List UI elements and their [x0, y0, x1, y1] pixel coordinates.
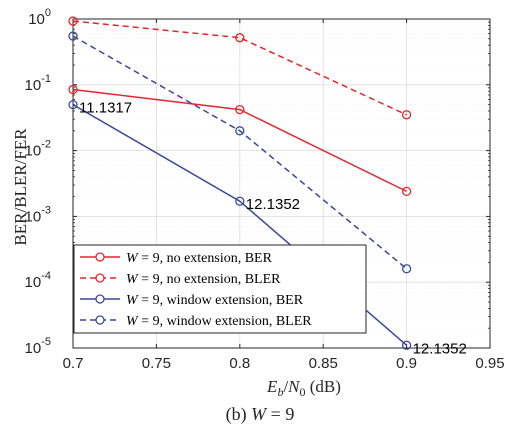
legend-box	[73, 244, 367, 334]
series-2-marker	[235, 33, 245, 43]
series-1-marker	[68, 84, 78, 95]
y-tick-label: 10-2	[25, 139, 51, 160]
annotation-label: 11.1317	[79, 100, 132, 117]
legend: W = 9, no extension, BER W = 9, no extens…	[73, 244, 367, 334]
series-4-marker	[401, 264, 412, 274]
series-2-marker	[401, 110, 412, 120]
y-tick-label: 10-3	[25, 204, 51, 225]
legend-label-3: W = 9, window extension, BER	[126, 293, 304, 308]
legend-label-1: W = 9, no extension, BER	[126, 251, 273, 266]
x-tick-labels: 0.7 0.75 0.8 0.85 0.9 0.95	[63, 355, 505, 372]
series-line-4	[72, 35, 408, 270]
y-tick-label: 10-4	[25, 270, 51, 291]
legend-marker-4	[95, 315, 105, 325]
series-2-marker	[68, 16, 78, 26]
legend-marker-1	[95, 252, 105, 262]
annotation-label: 12.1352	[246, 196, 300, 213]
series-4-marker	[68, 31, 78, 41]
figure-caption: (b) W = 9	[226, 404, 295, 425]
x-axis-label: Eb/N0 (dB)	[266, 377, 341, 399]
y-axis-label: BER/BLER/FER	[11, 128, 30, 246]
x-tick-label: 0.9	[396, 355, 417, 372]
y-tick-label: 10-1	[25, 73, 51, 94]
x-tick-label: 0.85	[309, 355, 338, 372]
legend-marker-2	[95, 273, 105, 283]
legend-label-2: W = 9, no extension, BLER	[126, 272, 281, 287]
series-line-1	[72, 88, 407, 193]
x-tick-label: 0.8	[229, 355, 250, 372]
y-tick-label: 100	[28, 7, 51, 28]
series-3-marker	[401, 340, 412, 350]
series-line-2	[72, 20, 407, 116]
series-3-marker	[235, 196, 245, 206]
x-tick-label: 0.95	[475, 355, 504, 372]
x-tick-label: 0.7	[63, 355, 84, 372]
x-tick-label: 0.75	[142, 355, 171, 372]
series-3-marker	[68, 99, 78, 110]
series-4-marker	[235, 126, 245, 136]
series-1-marker	[401, 186, 412, 197]
y-tick-label: 10-5	[25, 336, 51, 357]
legend-marker-3	[95, 294, 105, 304]
plot-area-frame	[72, 18, 491, 349]
y-tick-labels: 100 10-1 10-2 10-3 10-4 10-5	[25, 7, 51, 357]
legend-items: W = 9, no extension, BER W = 9, no extens…	[80, 251, 312, 329]
annotations-layer: 11.1317 12.1352 12.1352	[79, 100, 467, 358]
legend-label-4: W = 9, window extension, BLER	[126, 314, 312, 329]
annotation-label: 12.1352	[413, 340, 467, 357]
series-1-marker	[235, 104, 245, 115]
